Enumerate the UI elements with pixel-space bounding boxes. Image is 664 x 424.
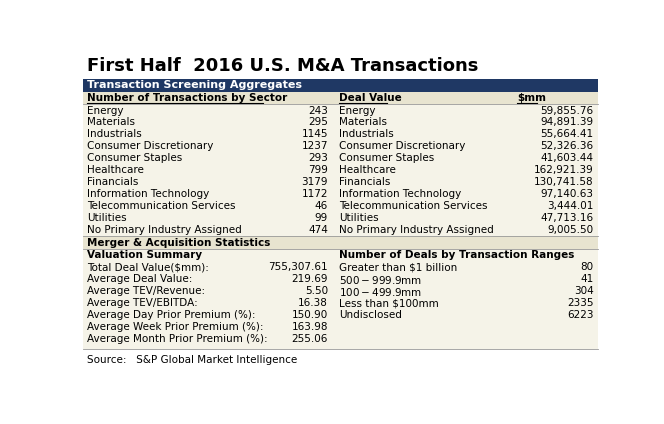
- Text: 6223: 6223: [567, 310, 594, 320]
- Text: Information Technology: Information Technology: [339, 189, 461, 199]
- Text: Average TEV/EBITDA:: Average TEV/EBITDA:: [87, 298, 198, 308]
- Text: 130,741.58: 130,741.58: [534, 177, 594, 187]
- Text: Materials: Materials: [339, 117, 386, 128]
- Text: 46: 46: [315, 201, 328, 211]
- Text: 80: 80: [580, 262, 594, 272]
- Text: Average TEV/Revenue:: Average TEV/Revenue:: [87, 286, 205, 296]
- Text: 219.69: 219.69: [291, 274, 328, 284]
- Text: 9,005.50: 9,005.50: [548, 225, 594, 235]
- Bar: [83, 237, 598, 249]
- Text: Materials: Materials: [87, 117, 135, 128]
- Text: Transaction Screening Aggregates: Transaction Screening Aggregates: [87, 80, 302, 90]
- Text: Financials: Financials: [87, 177, 138, 187]
- Text: 2335: 2335: [567, 298, 594, 308]
- Text: First Half  2016 U.S. M&A Transactions: First Half 2016 U.S. M&A Transactions: [87, 57, 478, 75]
- Text: Utilities: Utilities: [87, 213, 127, 223]
- Text: Total Deal Value($mm):: Total Deal Value($mm):: [87, 262, 208, 272]
- Text: 243: 243: [308, 106, 328, 116]
- Text: Number of Transactions by Sector: Number of Transactions by Sector: [87, 93, 287, 103]
- Text: Greater than $1 billion: Greater than $1 billion: [339, 262, 457, 272]
- Text: 799: 799: [308, 165, 328, 175]
- Text: 304: 304: [574, 286, 594, 296]
- Text: No Primary Industry Assigned: No Primary Industry Assigned: [87, 225, 242, 235]
- Text: Consumer Discretionary: Consumer Discretionary: [87, 141, 213, 151]
- Text: 59,855.76: 59,855.76: [540, 106, 594, 116]
- Text: Information Technology: Information Technology: [87, 189, 209, 199]
- Text: 41: 41: [580, 274, 594, 284]
- Text: 55,664.41: 55,664.41: [540, 129, 594, 139]
- Text: 474: 474: [308, 225, 328, 235]
- Text: 41,603.44: 41,603.44: [540, 153, 594, 163]
- Text: 97,140.63: 97,140.63: [540, 189, 594, 199]
- Text: $mm: $mm: [517, 93, 546, 103]
- Text: Consumer Staples: Consumer Staples: [339, 153, 434, 163]
- Text: 16.38: 16.38: [298, 298, 328, 308]
- Text: Average Deal Value:: Average Deal Value:: [87, 274, 193, 284]
- Text: 150.90: 150.90: [291, 310, 328, 320]
- Text: 293: 293: [308, 153, 328, 163]
- Text: 3,444.01: 3,444.01: [547, 201, 594, 211]
- Text: 99: 99: [315, 213, 328, 223]
- Text: Consumer Discretionary: Consumer Discretionary: [339, 141, 465, 151]
- Text: 162,921.39: 162,921.39: [534, 165, 594, 175]
- Text: Energy: Energy: [339, 106, 375, 116]
- Text: Telecommunication Services: Telecommunication Services: [87, 201, 235, 211]
- Text: Industrials: Industrials: [339, 129, 394, 139]
- Text: Deal Value: Deal Value: [339, 93, 402, 103]
- Text: Financials: Financials: [339, 177, 390, 187]
- Text: Valuation Summary: Valuation Summary: [87, 250, 202, 260]
- Text: 94,891.39: 94,891.39: [540, 117, 594, 128]
- Bar: [83, 92, 598, 104]
- Text: 1145: 1145: [301, 129, 328, 139]
- Text: 1237: 1237: [301, 141, 328, 151]
- Text: Telecommunication Services: Telecommunication Services: [339, 201, 487, 211]
- Text: Healthcare: Healthcare: [339, 165, 396, 175]
- Bar: [83, 78, 598, 92]
- Text: 295: 295: [308, 117, 328, 128]
- Text: 163.98: 163.98: [291, 322, 328, 332]
- Text: 52,326.36: 52,326.36: [540, 141, 594, 151]
- Text: 1172: 1172: [301, 189, 328, 199]
- Text: Healthcare: Healthcare: [87, 165, 143, 175]
- Text: 3179: 3179: [301, 177, 328, 187]
- Text: Source:   S&P Global Market Intelligence: Source: S&P Global Market Intelligence: [87, 355, 297, 365]
- Text: Undisclosed: Undisclosed: [339, 310, 402, 320]
- Text: $100 - $499.9mm: $100 - $499.9mm: [339, 286, 422, 298]
- Text: Less than $100mm: Less than $100mm: [339, 298, 438, 308]
- Text: Consumer Staples: Consumer Staples: [87, 153, 182, 163]
- Text: $500 - $999.9mm: $500 - $999.9mm: [339, 274, 422, 286]
- Bar: [83, 104, 598, 237]
- Text: Merger & Acquisition Statistics: Merger & Acquisition Statistics: [87, 238, 270, 248]
- Text: Utilities: Utilities: [339, 213, 378, 223]
- Text: Average Week Prior Premium (%):: Average Week Prior Premium (%):: [87, 322, 264, 332]
- Text: 47,713.16: 47,713.16: [540, 213, 594, 223]
- Text: Industrials: Industrials: [87, 129, 141, 139]
- Text: No Primary Industry Assigned: No Primary Industry Assigned: [339, 225, 493, 235]
- Text: Number of Deals by Transaction Ranges: Number of Deals by Transaction Ranges: [339, 250, 574, 260]
- Text: 255.06: 255.06: [291, 334, 328, 344]
- Bar: [83, 249, 598, 349]
- Text: 5.50: 5.50: [305, 286, 328, 296]
- Text: 755,307.61: 755,307.61: [268, 262, 328, 272]
- Text: Average Month Prior Premium (%):: Average Month Prior Premium (%):: [87, 334, 268, 344]
- Text: Average Day Prior Premium (%):: Average Day Prior Premium (%):: [87, 310, 256, 320]
- Text: Energy: Energy: [87, 106, 124, 116]
